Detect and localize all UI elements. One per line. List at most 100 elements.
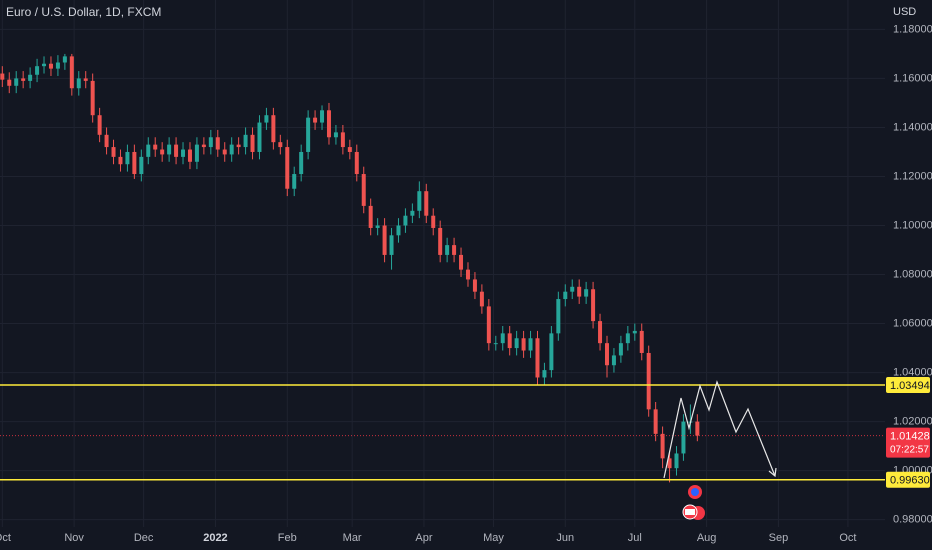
- y-tick-label: 1.08000: [893, 268, 932, 280]
- candle-body: [55, 62, 60, 69]
- candle-body: [493, 343, 498, 345]
- y-tick-label: 1.18000: [893, 23, 932, 35]
- y-tick-label: 1.10000: [893, 219, 932, 231]
- projection-path: [663, 380, 776, 479]
- candle-body: [42, 63, 47, 67]
- level-tag: [886, 471, 930, 488]
- candle-body: [201, 144, 206, 148]
- candle-body: [146, 144, 151, 157]
- x-tick-label: Oct: [839, 532, 856, 544]
- candle-body: [465, 269, 470, 280]
- candle-body: [35, 66, 40, 75]
- candles: [0, 53, 700, 483]
- candle-body: [604, 343, 609, 366]
- candle-body: [215, 137, 220, 150]
- candle-body: [431, 215, 436, 228]
- candle-body: [598, 321, 603, 344]
- candle-body: [556, 299, 561, 334]
- x-tick-label: Apr: [415, 532, 432, 544]
- candle-body: [486, 306, 491, 344]
- y-tick-label: 0.98000: [893, 514, 932, 526]
- y-tick-label: 1.04000: [893, 366, 932, 378]
- candle-body: [257, 122, 262, 152]
- candle-body: [347, 147, 352, 152]
- candle-body: [250, 134, 255, 152]
- candle-body: [90, 80, 95, 116]
- candle-body: [681, 421, 686, 454]
- candle-body: [375, 225, 380, 228]
- candle-body: [611, 355, 616, 366]
- candle-body: [333, 132, 338, 138]
- candle-body: [62, 56, 67, 63]
- candle-body: [563, 291, 568, 300]
- candle-body: [452, 245, 457, 255]
- candle-body: [313, 117, 318, 123]
- candle-body: [528, 338, 533, 351]
- candle-body: [500, 333, 505, 344]
- candle-body: [424, 191, 429, 216]
- x-tick-label: Feb: [278, 532, 297, 544]
- level-label: 1.03494: [890, 380, 930, 392]
- y-tick-label: 1.02000: [893, 416, 932, 428]
- candle-body: [507, 333, 512, 349]
- candle-body: [69, 56, 74, 89]
- candle-body: [278, 142, 283, 148]
- last-price-label: 1.01428: [890, 431, 930, 443]
- candle-body: [326, 110, 331, 138]
- x-tick-label: Mar: [343, 532, 362, 544]
- candle-body: [28, 74, 33, 81]
- candle-body: [459, 254, 464, 270]
- event-flag: [685, 509, 695, 515]
- candle-body: [285, 147, 290, 189]
- candle-body: [382, 225, 387, 255]
- candle-body: [639, 330, 644, 353]
- candle-body: [7, 79, 12, 86]
- candle-body: [340, 132, 345, 148]
- candle-body: [76, 78, 81, 89]
- candle-body: [160, 149, 165, 155]
- candle-body: [618, 343, 623, 356]
- candle-body: [21, 78, 26, 81]
- candle-body: [438, 227, 443, 255]
- candle-body: [653, 409, 658, 434]
- candle-body: [472, 279, 477, 292]
- candle-body: [591, 289, 596, 322]
- x-tick-label: Dec: [134, 532, 154, 544]
- candle-body: [208, 137, 213, 148]
- candle-body: [584, 289, 589, 297]
- candle-body: [514, 338, 519, 349]
- candle-body: [625, 333, 630, 344]
- event-icon-inner: [691, 488, 699, 496]
- candle-body: [132, 151, 137, 175]
- candle-body: [194, 144, 199, 162]
- candle-body: [667, 458, 672, 469]
- candle-body: [167, 144, 172, 155]
- y-tick-label: 1.16000: [893, 72, 932, 84]
- candle-body: [396, 225, 401, 236]
- candle-body: [264, 115, 269, 123]
- candle-body: [139, 156, 144, 175]
- candle-body: [306, 117, 311, 152]
- candle-body: [118, 156, 123, 165]
- candle-body: [292, 174, 297, 189]
- x-tick-label: Nov: [64, 532, 84, 544]
- candle-body: [271, 115, 276, 143]
- candle-body: [83, 78, 88, 81]
- candle-body: [222, 149, 227, 155]
- candle-body: [361, 174, 366, 206]
- candle-body: [403, 215, 408, 226]
- candle-body: [320, 110, 325, 123]
- candle-body: [14, 78, 19, 86]
- candle-body: [695, 421, 700, 436]
- x-tick-label: Sep: [769, 532, 789, 544]
- candle-body: [229, 144, 234, 155]
- candle-body: [479, 291, 484, 307]
- x-tick-label: 2022: [203, 532, 227, 544]
- candle-body: [674, 453, 679, 469]
- x-tick-label: May: [483, 532, 504, 544]
- candle-body: [417, 191, 422, 211]
- candle-body: [646, 352, 651, 410]
- candle-body: [243, 134, 248, 148]
- grid: [0, 0, 885, 527]
